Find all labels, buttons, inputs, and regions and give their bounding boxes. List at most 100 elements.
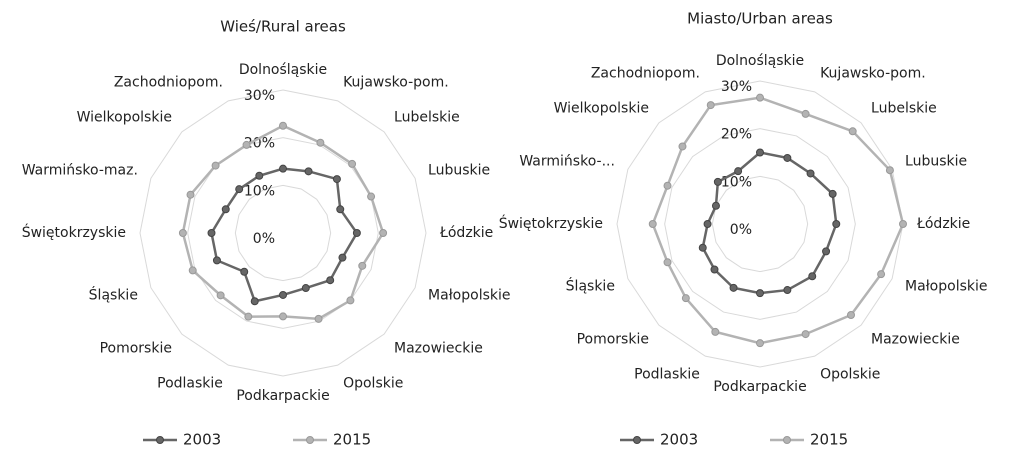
data-point [801,109,810,118]
category-label: Podlaskie [634,367,700,383]
data-point [801,330,810,339]
category-label: Podlaskie [157,376,223,392]
data-point [756,339,764,348]
data-point [211,161,220,170]
data-point [188,266,197,275]
data-point [678,142,687,151]
legend-marker [306,436,314,444]
chart-title: Miasto/Urban areas [687,10,833,28]
data-point [186,190,195,199]
data-point [848,127,857,136]
y-tick-label: 10% [244,183,275,199]
data-point [244,312,253,321]
y-tick-label: 30% [244,88,275,104]
category-label: Świętokrzyskie [499,214,603,232]
data-point [346,296,355,305]
category-label: Opolskie [820,367,880,383]
data-point [711,201,720,210]
grid-line [664,128,856,320]
series-line [181,124,385,321]
data-point [178,229,187,237]
legend-label: 2015 [810,431,848,449]
data-point [808,272,817,281]
y-tick-label: 20% [244,136,275,152]
data-point [352,229,361,237]
data-point [783,286,792,295]
data-point [336,205,345,214]
y-tick-label: 10% [721,174,752,190]
category-label: Pomorskie [100,340,172,356]
y-tick-label: 20% [721,127,752,143]
data-point [663,258,672,267]
data-point [756,93,764,102]
grid-line [139,89,427,377]
data-point [703,220,712,228]
y-tick-label: 0% [253,231,275,247]
category-label: Podkarpackie [713,379,806,395]
legend-marker [156,436,164,444]
legend-label: 2015 [333,431,371,449]
data-point [379,229,388,237]
series-line [651,96,905,345]
category-label: Mazowieckie [871,331,960,347]
category-label: Lubelskie [394,110,460,126]
data-point [663,181,672,190]
category-label: Pomorskie [577,331,649,347]
data-point [279,164,287,173]
data-point [877,270,886,279]
y-tick-label: 0% [730,222,752,238]
legend-label: 2003 [660,431,698,449]
data-point [216,291,225,300]
grid-line [711,175,809,273]
data-point [648,220,657,228]
data-point [279,121,287,130]
data-point [221,205,230,214]
category-label: Lubuskie [905,154,967,170]
category-label: Warmińsko-... [519,154,615,170]
data-point [756,289,764,298]
data-point [832,220,841,228]
category-label: Kujawsko-pom. [820,65,926,81]
data-point [301,284,310,293]
category-label: Łódzkie [916,216,970,232]
data-point [358,261,367,270]
data-point [348,159,357,168]
data-point [240,267,249,276]
data-point [235,185,244,194]
data-point [729,283,738,292]
category-label: Śląskie [89,285,138,303]
data-point [212,256,221,265]
legend-marker [633,436,641,444]
chart-title: Wieś/Rural areas [220,18,346,36]
category-label: Lubuskie [428,163,490,179]
category-label: Lubelskie [871,101,937,117]
data-point [242,140,251,149]
category-label: Opolskie [343,376,403,392]
data-point [783,153,792,162]
grid-line [234,184,332,282]
data-point [706,101,715,110]
data-point [713,177,722,186]
category-label: Małopolskie [428,287,510,303]
data-point [338,253,347,262]
category-label: Wielkopolskie [77,110,172,126]
data-point [899,220,907,228]
data-point [207,229,216,237]
data-point [822,247,831,256]
category-label: Podkarpackie [236,388,329,404]
data-point [367,192,376,201]
data-point [304,167,313,176]
category-label: Świętokrzyskie [22,223,126,241]
category-label: Wielkopolskie [554,101,649,117]
data-point [279,290,287,299]
legend-label: 2003 [183,431,221,449]
category-label: Śląskie [566,276,615,294]
data-point [698,243,707,252]
data-point [326,276,335,285]
legend-marker [783,436,791,444]
data-point [847,311,856,320]
y-tick-label: 30% [721,79,752,95]
data-point [885,166,894,175]
data-point [314,314,323,323]
